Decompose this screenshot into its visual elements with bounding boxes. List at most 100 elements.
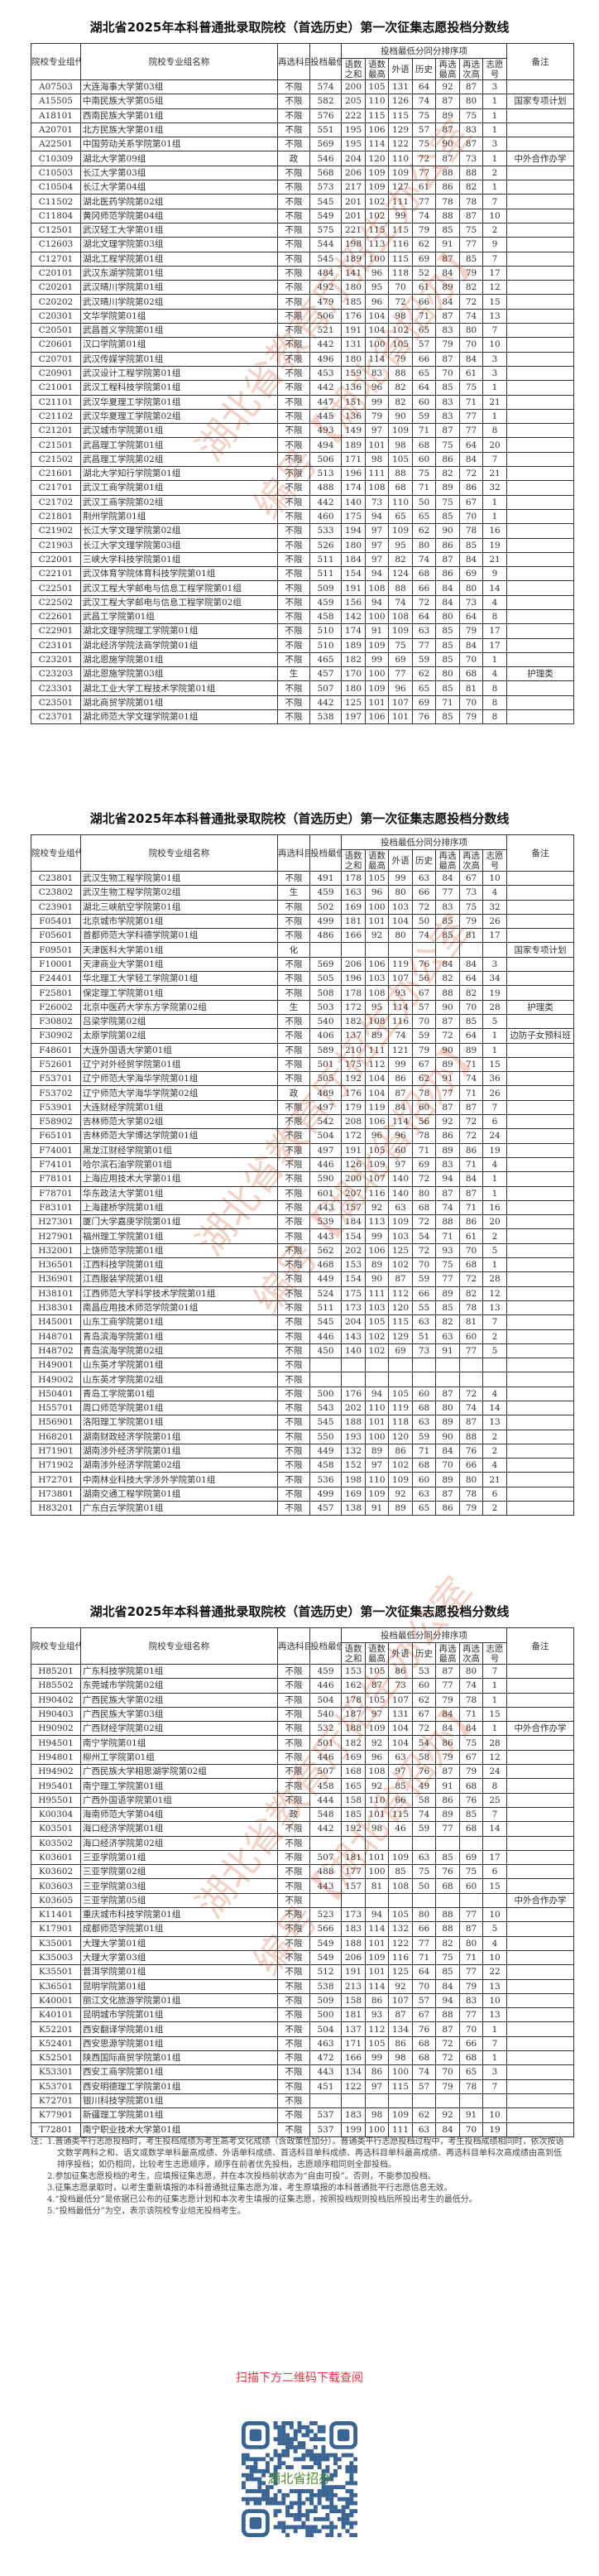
remark (506, 1142, 575, 1158)
table-row: C22502 武汉工程大学邮电与信息工程学院第02组 不限 459 156 94 74 72 8… (31, 594, 575, 610)
min-score: 443 (309, 1199, 342, 1216)
chinese-math-max: 94 (365, 508, 389, 525)
table-row: K11401 重庆城市科技学院第01组 不限 523 173 94 105 80 88 77 10 (31, 1907, 575, 1923)
elective-max: 70 (435, 365, 460, 382)
chinese-math-max: 111 (365, 1286, 389, 1301)
elective-second: 71 (459, 1156, 483, 1173)
elective-max: 85 (435, 928, 460, 944)
subject-requirement: 不限 (277, 1372, 310, 1387)
table-row: F30802 吕梁学院第02组 不限 540 182 108 116 70 87 85 5 (31, 1013, 575, 1030)
chinese-math-max: 105 (365, 1692, 389, 1708)
group-name: 湖北医药学院第02组 (80, 194, 278, 209)
elective-max: 86 (435, 1128, 460, 1144)
group-name: 青岛工学院第01组 (80, 1386, 278, 1401)
group-name: 武汉华夏理工学院第01组 (80, 394, 278, 410)
history: 57 (412, 2079, 436, 2094)
group-name: 山东工商学院第01组 (80, 1314, 278, 1330)
chinese-math-sum: 126 (341, 1156, 366, 1173)
remark (506, 2007, 575, 2023)
remark (506, 1849, 575, 1866)
elective-max: 83 (435, 899, 460, 915)
subject-requirement: 不限 (277, 1692, 310, 1708)
group-code: H73801 (31, 1486, 81, 1502)
group-name: 西安明德理工学院第01组 (80, 2079, 278, 2094)
chinese-math-max: 105 (365, 79, 389, 95)
foreign-language: 102 (388, 323, 413, 339)
group-name: 湖北商贸学院第01组 (80, 694, 278, 711)
min-score: 540 (309, 1706, 342, 1723)
group-name: 武汉晴川学院第02组 (80, 294, 278, 310)
table-row: C10504 长江大学第04组 不限 573 217 109 127 61 86 82 1 (31, 180, 575, 195)
history: 59 (412, 1429, 436, 1444)
chinese-math-sum: 153 (341, 1257, 366, 1273)
min-score: 532 (309, 1721, 342, 1737)
preference-no: 19 (482, 2122, 508, 2137)
preference-no: 19 (482, 1142, 508, 1158)
chinese-math-sum: 176 (341, 1386, 366, 1401)
chinese-math-max: 100 (365, 1429, 389, 1444)
min-score: 511 (309, 566, 342, 582)
remark (506, 1228, 575, 1244)
remark (506, 1978, 575, 1994)
group-name: 重庆城市科技学院第01组 (80, 1907, 278, 1923)
group-code: H27301 (31, 1214, 81, 1230)
subject-requirement: 不限 (277, 2122, 310, 2137)
table-row: C10309 湖北大学第09组政 546 204 120 110 72 87 73 1 中外合作办学 (31, 151, 575, 166)
chinese-math-max: 106 (365, 709, 389, 725)
remark (506, 494, 575, 510)
table-title: 湖北省2025年本科普通批录取院校（首选历史）第一次征集志愿投档分数线 (89, 811, 510, 826)
group-name: 湖北大学第09组 (80, 151, 278, 166)
elective-max: 85 (435, 1964, 460, 1980)
min-score: 545 (309, 194, 342, 209)
min-score: 507 (309, 1764, 342, 1780)
min-score: 465 (309, 651, 342, 668)
min-score: 442 (309, 380, 342, 396)
preference-no: 28 (482, 1271, 508, 1287)
group-name: 华东政法大学第01组 (80, 1185, 278, 1201)
history: 63 (412, 1415, 436, 1430)
remark (506, 899, 575, 915)
elective-second: 70 (459, 999, 483, 1015)
chinese-math-max (365, 942, 389, 958)
history: 66 (412, 294, 436, 310)
history: 56 (412, 971, 436, 987)
scan-prompt: 扫描下方二维码下载查阅 (236, 2372, 363, 2385)
subject-requirement: 不限 (277, 985, 310, 1001)
foreign-language: 115 (388, 222, 413, 238)
elective-max: 87 (435, 94, 460, 109)
foreign-language: 98 (388, 2050, 413, 2066)
min-score: 509 (309, 580, 342, 596)
chinese-math-max: 112 (365, 1056, 389, 1073)
elective-second: 78 (459, 1692, 483, 1708)
foreign-language: 109 (388, 2107, 413, 2123)
qr-code-icon[interactable]: 湖北省招办 (242, 2421, 357, 2537)
history: 63 (412, 2122, 436, 2137)
remark (506, 1792, 575, 1808)
history: 68 (412, 437, 436, 453)
group-name: 昆明城市学院第01组 (80, 2007, 278, 2023)
chinese-math-sum: 188 (341, 1415, 366, 1430)
min-score: 446 (309, 1156, 342, 1173)
remark (506, 1386, 575, 1401)
table-row: C23701 湖北师范大学文理学院第01组 不限 538 197 106 101 76 85 79… (31, 709, 575, 725)
group-name: 湖北三峡航空学院第01组 (80, 899, 278, 915)
history: 57 (412, 337, 436, 353)
chinese-math-max: 96 (365, 265, 389, 281)
foreign-language: 112 (388, 1286, 413, 1301)
table-row: H48701 青岛滨海学院第01组 不限 446 143 102 129 51 63 60 2 (31, 1329, 575, 1344)
elective-max (435, 1358, 460, 1373)
elective-max: 84 (435, 1706, 460, 1723)
history (412, 1358, 436, 1373)
chinese-math-max: 113 (365, 237, 389, 252)
group-code: C23901 (31, 899, 81, 915)
preference-no: 4 (482, 666, 508, 682)
chinese-math-sum: 217 (341, 180, 366, 195)
min-score: 524 (309, 1286, 342, 1301)
chinese-math-max: 100 (365, 666, 389, 682)
history (412, 1892, 436, 1909)
chinese-math-sum: 151 (341, 394, 366, 410)
subject-requirement: 不限 (277, 1778, 310, 1794)
preference-no: 2 (482, 1429, 508, 1444)
preference-no: 2 (482, 222, 508, 238)
table-row: K40101 昆明城市学院第01组 不限 500 181 93 87 67 88 77 13 (31, 2007, 575, 2023)
